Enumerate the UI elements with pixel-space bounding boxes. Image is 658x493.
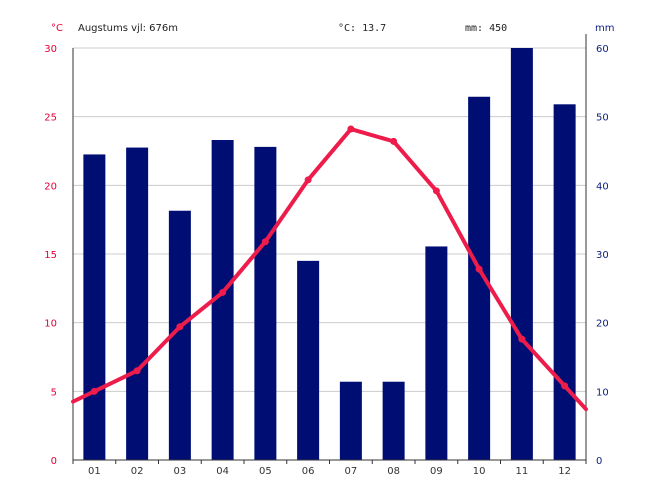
temp-point-12 <box>561 382 569 390</box>
temperature-line <box>71 125 588 412</box>
right-tick-label-30: 30 <box>596 250 609 261</box>
left-tick-label-15: 15 <box>44 250 57 261</box>
left-tick-label-5: 5 <box>51 387 57 398</box>
precip-bar-09 <box>425 246 448 460</box>
x-tick-label-01: 01 <box>88 466 101 477</box>
x-tick-label-06: 06 <box>302 466 315 477</box>
temp-point-01 <box>90 387 98 395</box>
precip-bar-01 <box>83 154 106 460</box>
average-temperature: °C: 13.7 <box>338 23 386 34</box>
temp-point-10 <box>475 265 483 273</box>
precip-bar-07 <box>339 381 362 460</box>
x-tick-label-08: 08 <box>387 466 400 477</box>
temp-point-02 <box>133 367 141 375</box>
precip-bar-11 <box>510 48 533 460</box>
x-tick-label-05: 05 <box>259 466 272 477</box>
temp-point-07 <box>347 125 355 133</box>
temp-point-11 <box>518 335 526 343</box>
right-tick-label-0: 0 <box>596 456 602 467</box>
total-precipitation: mm: 450 <box>465 23 507 34</box>
temp-point-08 <box>390 137 398 145</box>
x-tick-label-04: 04 <box>216 466 229 477</box>
left-tick-label-10: 10 <box>44 319 57 330</box>
left-axis-unit: °C <box>51 23 63 34</box>
right-tick-label-20: 20 <box>596 319 609 330</box>
temp-point-04 <box>219 288 227 296</box>
grid-lines <box>73 47 586 392</box>
right-tick-label-10: 10 <box>596 387 609 398</box>
x-tick-label-10: 10 <box>473 466 486 477</box>
right-tick-label-60: 60 <box>596 44 609 55</box>
left-tick-label-30: 30 <box>44 44 57 55</box>
precip-bar-05 <box>254 146 277 460</box>
x-tick-label-12: 12 <box>558 466 571 477</box>
precip-bar-03 <box>168 210 191 460</box>
right-axis-unit: mm <box>595 23 614 34</box>
temp-point-03 <box>176 323 184 331</box>
right-tick-label-40: 40 <box>596 181 609 192</box>
x-tick-label-07: 07 <box>345 466 358 477</box>
left-tick-label-0: 0 <box>51 456 57 467</box>
precip-bar-06 <box>297 260 320 460</box>
precip-bar-08 <box>382 381 405 460</box>
precip-bar-02 <box>126 147 149 461</box>
axes <box>72 34 587 464</box>
location-altitude: Augstums vjl: 676m <box>78 23 178 34</box>
precip-bar-04 <box>211 140 234 460</box>
x-tick-label-09: 09 <box>430 466 443 477</box>
temp-point-06 <box>304 176 312 184</box>
left-tick-label-20: 20 <box>44 181 57 192</box>
temp-point-09 <box>432 187 440 195</box>
x-tick-label-11: 11 <box>516 466 529 477</box>
precip-bar-10 <box>468 96 491 461</box>
x-tick-label-02: 02 <box>131 466 144 477</box>
x-tick-label-03: 03 <box>174 466 187 477</box>
precip-bar-12 <box>553 104 576 460</box>
precipitation-bars <box>83 48 576 461</box>
temperature-line-path <box>71 127 588 412</box>
left-tick-label-25: 25 <box>44 113 57 124</box>
right-tick-label-50: 50 <box>596 113 609 124</box>
temp-point-05 <box>261 238 269 246</box>
